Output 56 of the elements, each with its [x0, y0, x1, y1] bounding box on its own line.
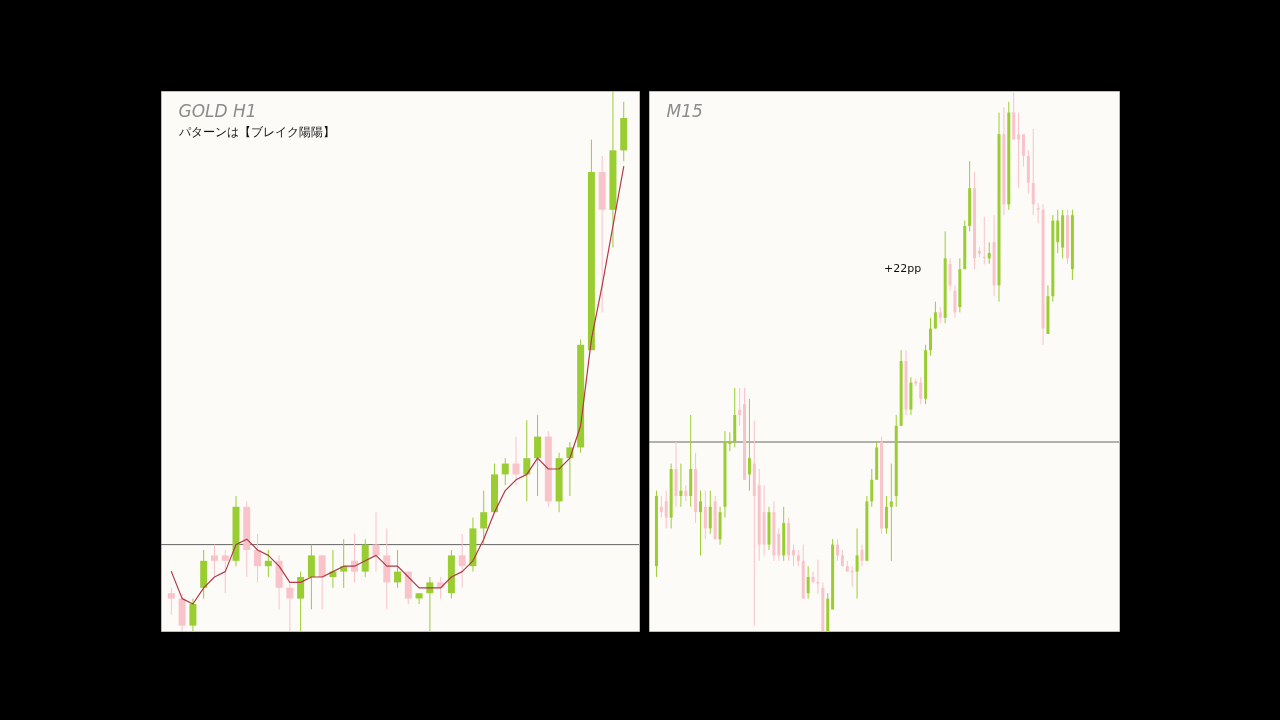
- candlestick: [501, 457, 509, 486]
- candlestick: [703, 490, 707, 540]
- candlestick: [933, 301, 937, 330]
- candlestick: [870, 468, 874, 508]
- candlestick: [458, 533, 466, 589]
- candlestick: [698, 490, 702, 556]
- text: GOLD H1: [178, 100, 257, 121]
- candlestick: [708, 490, 712, 535]
- candlestick: [747, 398, 751, 492]
- candlestick: [480, 490, 488, 546]
- candlestick: [1017, 112, 1021, 189]
- candlestick: [777, 527, 781, 562]
- candlestick: [928, 317, 932, 357]
- candlestick: [659, 495, 663, 519]
- annotation: +22pp: [884, 262, 922, 276]
- candlestick: [948, 257, 952, 292]
- candlestick: [953, 284, 957, 319]
- candlestick: [264, 549, 272, 578]
- candlestick: [394, 549, 402, 589]
- candlestick: [189, 598, 197, 632]
- candlestick: [836, 538, 840, 562]
- candlestick: [254, 533, 262, 583]
- candlestick: [318, 554, 326, 610]
- candlestick: [884, 495, 888, 535]
- candlestick: [987, 241, 991, 265]
- candlestick: [855, 527, 859, 600]
- text: M15: [666, 100, 703, 121]
- candlestick: [919, 376, 923, 405]
- candlestick: [221, 549, 229, 594]
- text: パターンは【ブレイク陽陽】: [177, 124, 335, 139]
- candlestick: [679, 463, 683, 508]
- candlestick: [286, 581, 294, 632]
- candlestick: [512, 436, 520, 486]
- candlestick: [1021, 133, 1025, 168]
- candlestick: [664, 490, 668, 529]
- candlestick: [889, 463, 893, 562]
- candlestick: [982, 216, 986, 265]
- candlestick: [811, 571, 815, 583]
- candlestick: [372, 511, 380, 573]
- candlestick: [1031, 128, 1035, 216]
- candlestick: [806, 565, 810, 600]
- candlestick: [307, 544, 315, 610]
- candlestick: [860, 544, 864, 567]
- candlestick: [534, 414, 542, 497]
- candlestick: [415, 592, 423, 605]
- candlestick: [850, 566, 854, 588]
- candlestick: [1056, 209, 1060, 254]
- candlestick: [523, 419, 531, 502]
- candlestick: [210, 544, 218, 578]
- candlestick: [728, 431, 732, 452]
- candlestick: [1036, 202, 1040, 224]
- candlestick: [738, 387, 742, 427]
- candlestick: [791, 544, 795, 567]
- candlestick: [297, 571, 305, 632]
- candlestick: [426, 576, 434, 632]
- candlestick: [167, 587, 175, 616]
